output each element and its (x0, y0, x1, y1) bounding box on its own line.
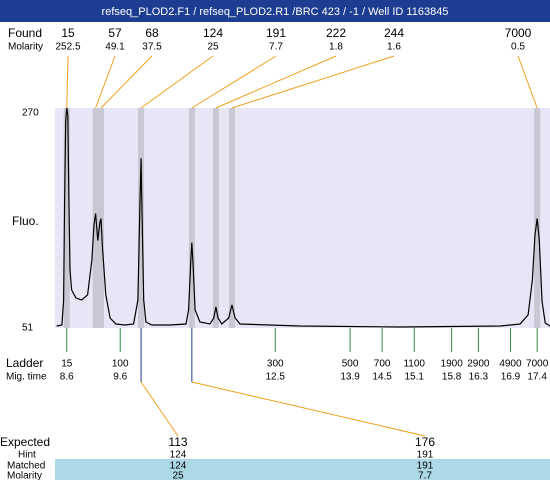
match-connector (191, 381, 426, 437)
ladder-size: 4900 (499, 359, 522, 370)
mig-time: 15.8 (442, 372, 462, 383)
hint-value: 124 (170, 450, 187, 461)
matched-band (55, 459, 550, 480)
peak-connector (100, 55, 153, 109)
found-label: Found (8, 26, 42, 40)
ladder-size: 2900 (467, 359, 490, 370)
ladder-size: 700 (374, 359, 391, 370)
mig-time: 13.9 (340, 372, 360, 383)
found-size: 15 (61, 26, 75, 40)
peak-connector (191, 55, 277, 109)
mig-time: 16.9 (501, 372, 521, 383)
mig-time: 17.4 (527, 372, 547, 383)
peak-band (97, 108, 104, 328)
mig-time: 12.5 (266, 372, 286, 383)
mig-time: 15.1 (404, 372, 424, 383)
ladder-size: 300 (267, 359, 284, 370)
found-molarity: 37.5 (142, 42, 162, 53)
hint-value: 191 (417, 450, 434, 461)
matched-label: Matched (7, 461, 45, 472)
ladder-size: 1100 (403, 359, 425, 370)
expected-value: 176 (415, 435, 435, 449)
found-molarity: 0.5 (511, 42, 525, 53)
found-size: 222 (326, 26, 346, 40)
found-size: 244 (384, 26, 404, 40)
matched-value: 191 (417, 461, 434, 472)
found-molarity: 25 (207, 42, 219, 53)
peak-band (534, 108, 541, 328)
bottom-molarity-label: Molarity (7, 471, 42, 480)
y-axis-label: Fluo. (12, 214, 39, 228)
matched-value: 124 (170, 461, 187, 472)
ladder-size: 15 (61, 359, 73, 370)
ladder-size: 7000 (526, 359, 549, 370)
title: refseq_PLOD2.F1 / refseq_PLOD2.R1 /BRC 4… (102, 6, 449, 18)
ladder-label: Ladder (6, 356, 43, 370)
peak-band (212, 108, 219, 328)
expected-molarity: 25 (172, 471, 184, 480)
mig-time: 9.6 (113, 372, 127, 383)
found-size: 57 (108, 26, 122, 40)
peak-band (228, 108, 235, 328)
peak-band (138, 108, 145, 328)
found-molarity: 49.1 (105, 42, 125, 53)
ladder-size: 100 (112, 359, 129, 370)
found-size: 68 (145, 26, 159, 40)
found-size: 191 (266, 26, 286, 40)
mig-time: 14.5 (372, 372, 392, 383)
y-tick-label: 51 (22, 323, 34, 334)
found-molarity: 252.5 (55, 42, 80, 53)
peak-connector (66, 55, 69, 109)
mig-time: 8.6 (60, 372, 74, 383)
mig-time-label: Mig. time (6, 372, 47, 383)
ladder-size: 1900 (441, 359, 464, 370)
peak-band (63, 108, 70, 328)
peak-connector (95, 55, 116, 109)
found-molarity: 1.8 (329, 42, 343, 53)
hint-label: Hint (18, 450, 36, 461)
mig-time: 16.3 (469, 372, 489, 383)
peak-connector (231, 55, 395, 109)
expected-label: Expected (0, 435, 50, 449)
y-tick-label: 270 (22, 108, 39, 119)
plot-area (55, 108, 550, 328)
ladder-size: 500 (342, 359, 359, 370)
found-molarity: 7.7 (269, 42, 283, 53)
match-connector (140, 381, 179, 437)
found-molarity: 1.6 (387, 42, 401, 53)
peak-connector (140, 55, 214, 109)
peak-band (188, 108, 195, 328)
found-size: 124 (203, 26, 223, 40)
trace (56, 107, 550, 328)
expected-value: 113 (168, 435, 187, 449)
found-size: 7000 (505, 26, 532, 40)
peak-connector (517, 55, 538, 109)
expected-molarity: 7.7 (418, 471, 432, 480)
molarity-label: Molarity (8, 42, 43, 53)
peak-connector (215, 55, 337, 109)
title-bar (0, 0, 550, 22)
